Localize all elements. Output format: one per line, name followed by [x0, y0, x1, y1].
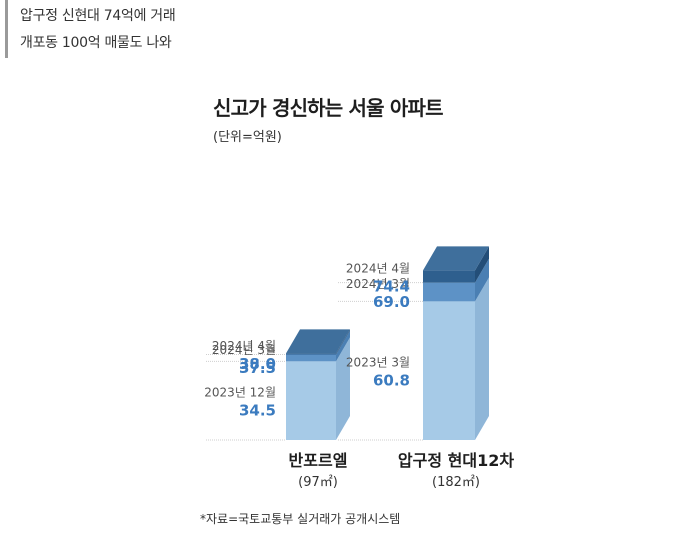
- chart-unit: (단위=억원): [213, 130, 282, 145]
- bar-segment-side: [336, 337, 350, 440]
- category-area-label: (182㎡): [432, 475, 480, 490]
- segment-value-label: 60.8: [373, 372, 410, 390]
- bar-segment-side: [475, 246, 489, 283]
- bar-segment-front: [423, 270, 475, 283]
- segment-value-label: 34.5: [239, 402, 276, 420]
- bar-segment-front: [423, 301, 475, 440]
- bar-segment-side: [336, 329, 350, 355]
- bar-segment-side: [475, 258, 489, 302]
- chart-title: 신고가 경신하는 서울 아파트: [213, 96, 444, 120]
- category-label: 압구정 현대12차: [398, 451, 514, 470]
- segment-value-label: 74.4: [373, 278, 410, 296]
- bar-segment-front: [286, 353, 336, 355]
- bar-group: [338, 246, 489, 441]
- segment-date-label: 2024년 3월: [212, 343, 276, 357]
- segment-date-label: 2024년 4월: [212, 339, 276, 353]
- segment-date-label: 2024년 3월: [346, 277, 410, 291]
- segment-date-label: 2023년 3월: [346, 356, 410, 370]
- segment-value-label: 37.5: [239, 359, 276, 377]
- bar-segment-side: [475, 277, 489, 440]
- segment-value-label: 69.0: [373, 293, 410, 311]
- category-label: 반포르엘: [289, 451, 348, 470]
- segment-value-label: 38.0: [239, 355, 276, 373]
- headline-line-2: 개포동 100억 매물도 나와: [20, 35, 172, 51]
- headline-line-1: 압구정 신현대 74억에 거래: [20, 8, 176, 24]
- bar-top-face: [423, 246, 489, 271]
- segment-date-label: 2023년 12월: [204, 386, 276, 400]
- segment-date-label: 2024년 4월: [346, 262, 410, 276]
- headline: 압구정 신현대 74억에 거래 개포동 100억 매물도 나와: [5, 0, 335, 58]
- bar-segment-front: [286, 354, 336, 362]
- source-note: *자료=국토교통부 실거래가 공개시스템: [200, 512, 401, 526]
- bar-top-face: [286, 329, 350, 354]
- bar-segment-front: [423, 282, 475, 302]
- bar-segment-side: [336, 330, 350, 362]
- category-area-label: (97㎡): [298, 475, 338, 490]
- bar-group: [206, 329, 350, 441]
- bar-segment-front: [286, 361, 336, 440]
